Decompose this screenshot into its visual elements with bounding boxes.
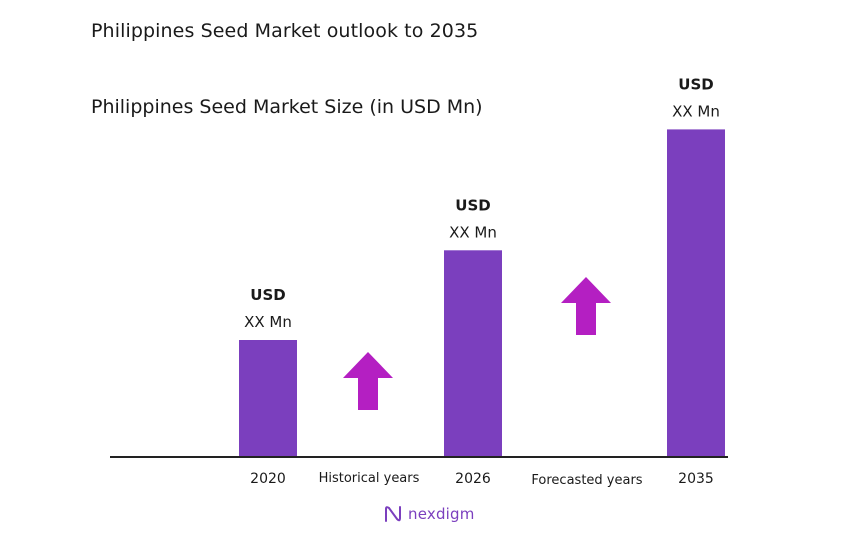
- chart-title: Philippines Seed Market outlook to 2035: [91, 20, 479, 42]
- bar-value-label-amount: XX Mn: [672, 102, 720, 120]
- brand-name: nexdigm: [408, 505, 475, 523]
- bar-2035: [667, 129, 725, 457]
- period-label-forecast: Forecasted years: [531, 473, 642, 488]
- x-tick-label: 2026: [455, 471, 491, 487]
- chart-subtitle: Philippines Seed Market Size (in USD Mn): [91, 96, 483, 118]
- nexdigm-logo-icon: [385, 506, 401, 522]
- bar-value-label-amount: XX Mn: [449, 223, 497, 241]
- bar-2026: [444, 250, 502, 457]
- growth-arrow-historical-icon: [343, 352, 393, 410]
- bar-value-label-usd: USD: [678, 75, 713, 93]
- x-tick-label: 2020: [250, 471, 286, 487]
- period-label-historical: Historical years: [319, 471, 420, 486]
- growth-arrow-forecast-icon: [561, 277, 611, 335]
- bar-value-label-usd: USD: [455, 196, 490, 214]
- brand-logo: nexdigm: [384, 505, 475, 523]
- bar-value-label-amount: XX Mn: [244, 313, 292, 331]
- bar-value-label-usd: USD: [250, 286, 285, 304]
- bar-2020: [239, 340, 297, 457]
- x-tick-label: 2035: [678, 471, 714, 487]
